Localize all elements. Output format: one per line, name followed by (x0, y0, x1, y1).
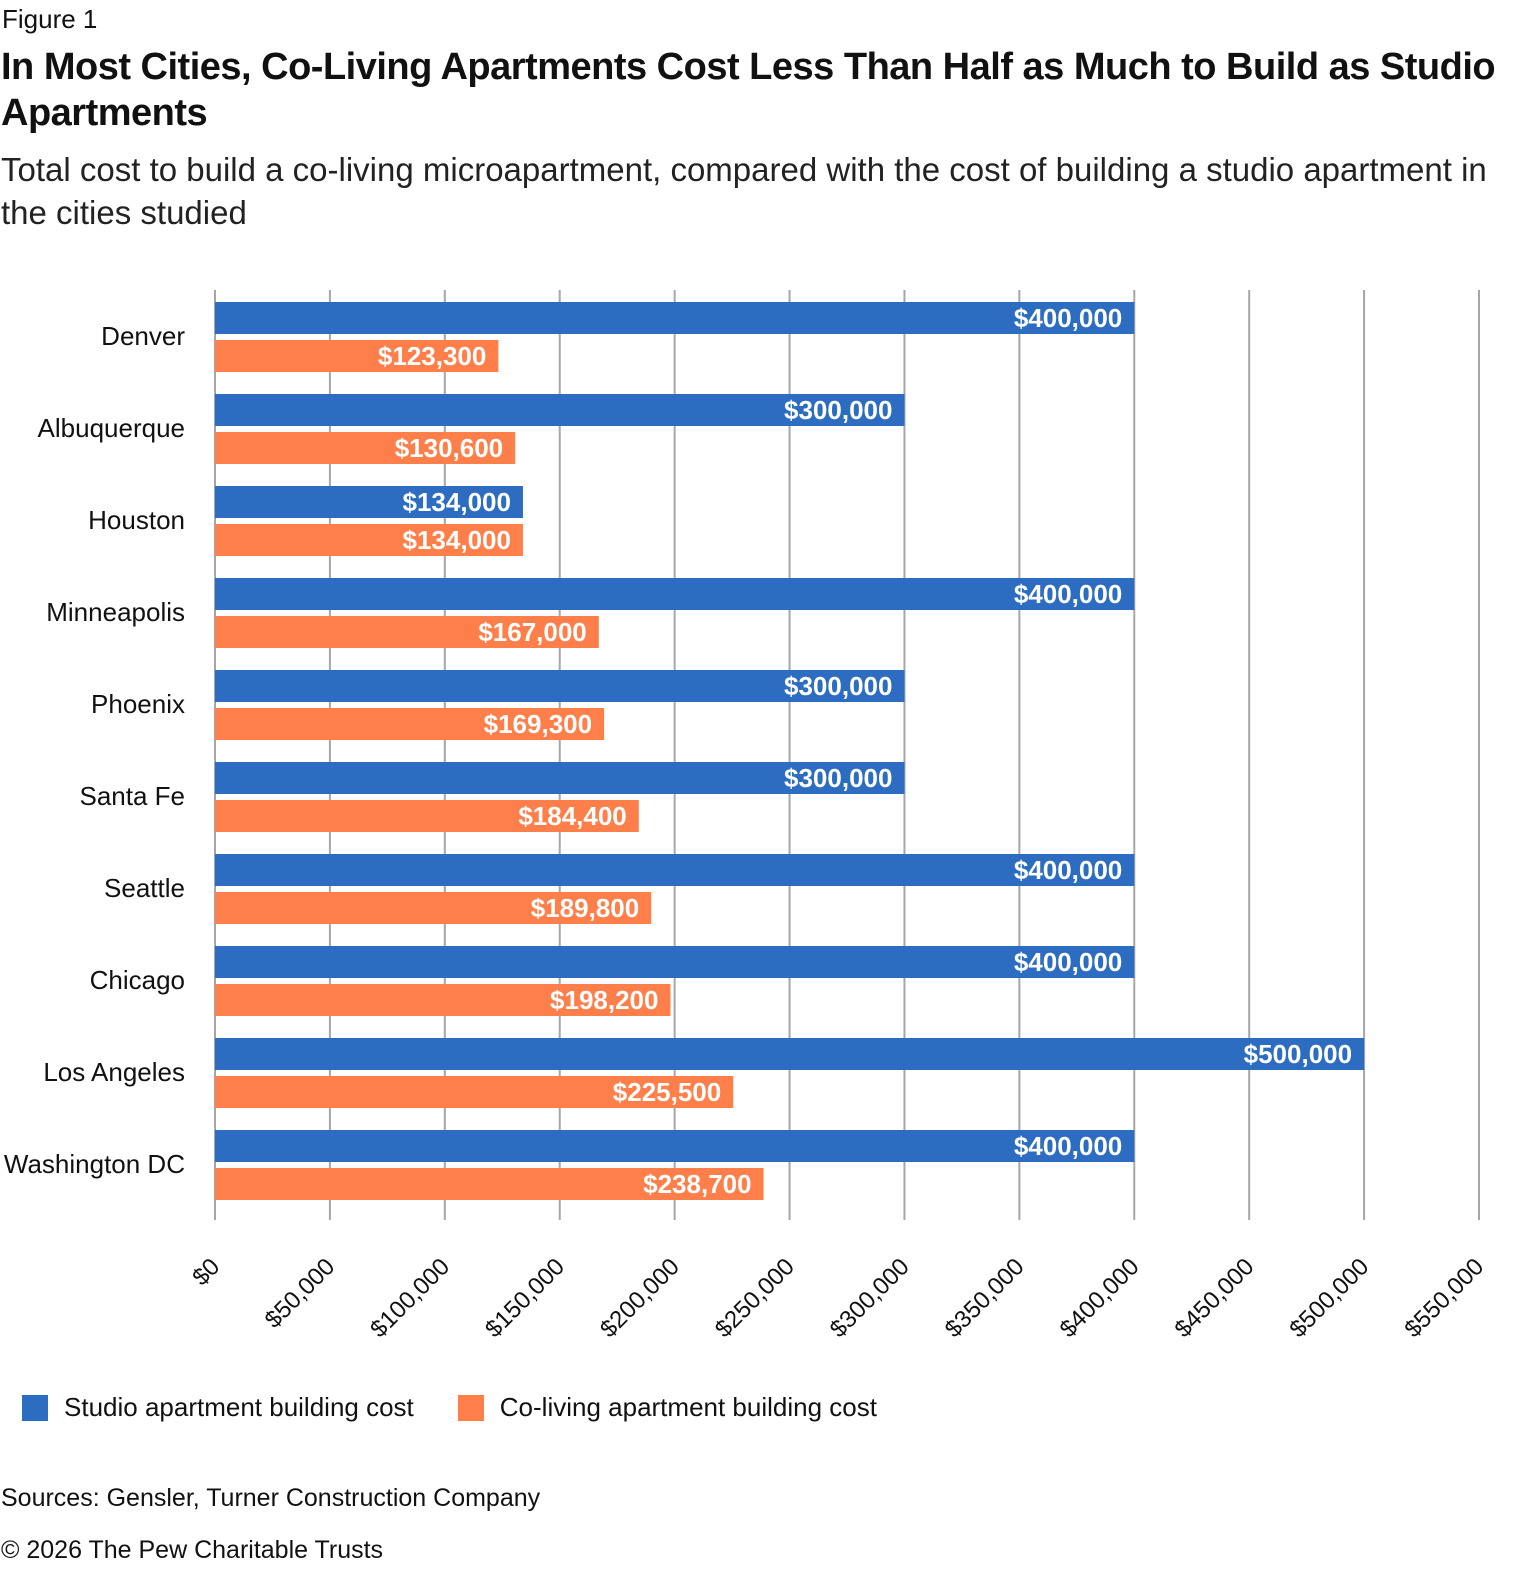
sources-note: Sources: Gensler, Turner Construction Co… (1, 1484, 541, 1512)
data-label: $184,400 (518, 801, 626, 831)
bar-chart: $400,000 $123,300 $300,000 $130,600 $134,000… (4, 290, 1489, 1343)
x-tick-label: $400,000 (1055, 1253, 1145, 1343)
category-label: Seattle (104, 873, 185, 903)
legend-swatch-studio (22, 1394, 48, 1421)
data-label: $400,000 (1014, 947, 1122, 977)
data-label: $300,000 (784, 763, 892, 793)
x-tick-label: $200,000 (595, 1253, 685, 1343)
category-label: Washington DC (4, 1149, 185, 1179)
data-label: $400,000 (1014, 1131, 1122, 1161)
data-label: $134,000 (403, 525, 511, 555)
category-label: Los Angeles (43, 1057, 185, 1087)
data-label: $123,300 (378, 341, 486, 371)
legend-label-studio: Studio apartment building cost (64, 1392, 414, 1422)
data-label: $167,000 (478, 617, 586, 647)
x-tick-label: $150,000 (480, 1253, 570, 1343)
bar-studio (215, 854, 1135, 886)
data-label: $238,700 (643, 1169, 751, 1199)
x-tick-label: $550,000 (1399, 1253, 1489, 1343)
legend: Studio apartment building cost Co-living… (22, 1392, 921, 1423)
x-tick-label: $450,000 (1170, 1253, 1260, 1343)
bars (215, 302, 1365, 1200)
legend-item-studio: Studio apartment building cost (22, 1392, 414, 1423)
bar-labels: $400,000 $123,300 $300,000 $130,600 $134,000… (378, 303, 1352, 1199)
bar-coliving (215, 800, 639, 832)
category-label: Denver (101, 321, 185, 351)
bar-coliving (215, 708, 605, 740)
bar-coliving (215, 340, 499, 372)
data-label: $400,000 (1014, 579, 1122, 609)
x-tick-label: $350,000 (940, 1253, 1030, 1343)
figure-label: Figure 1 (2, 4, 98, 34)
bar-studio (215, 486, 523, 518)
x-tick-label: $500,000 (1284, 1253, 1374, 1343)
bar-studio (215, 394, 905, 426)
legend-item-coliving: Co-living apartment building cost (457, 1392, 877, 1423)
chart-subtitle: Total cost to build a co-living microapa… (1, 151, 1487, 231)
bar-studio (215, 302, 1135, 334)
legend-swatch-coliving (457, 1394, 484, 1421)
category-label: Phoenix (91, 689, 185, 719)
x-tick-label: $100,000 (365, 1253, 455, 1343)
x-tick-label: $0 (187, 1253, 225, 1291)
bar-coliving (215, 616, 599, 648)
data-label: $400,000 (1014, 303, 1122, 333)
data-label: $400,000 (1014, 855, 1122, 885)
category-label: Santa Fe (79, 781, 185, 811)
category-label: Chicago (90, 965, 185, 995)
data-label: $130,600 (395, 433, 503, 463)
x-tick-label: $250,000 (710, 1253, 800, 1343)
data-label: $169,300 (484, 709, 592, 739)
data-label: $134,000 (403, 487, 511, 517)
legend-label-coliving: Co-living apartment building cost (499, 1392, 877, 1422)
bar-coliving (215, 984, 671, 1016)
category-label: Minneapolis (46, 597, 185, 627)
bar-studio (215, 670, 905, 702)
x-tick-labels: $0 $50,000 $100,000 $150,000 $200,000 $250,00… (187, 1253, 1489, 1343)
data-label: $300,000 (784, 395, 892, 425)
category-label: Houston (88, 505, 185, 535)
bar-studio (215, 1130, 1135, 1162)
category-labels: Denver Albuquerque Houston Minneapolis Phoen… (4, 321, 185, 1179)
bar-studio (215, 578, 1135, 610)
x-tick-label: $300,000 (825, 1253, 915, 1343)
data-label: $189,800 (531, 893, 639, 923)
x-tick-label: $50,000 (260, 1253, 340, 1333)
bar-coliving (215, 432, 516, 464)
data-label: $198,200 (550, 985, 658, 1015)
data-label: $300,000 (784, 671, 892, 701)
bar-studio (215, 762, 905, 794)
copyright-note: © 2026 The Pew Charitable Trusts (1, 1536, 384, 1564)
chart-title: In Most Cities, Co-Living Apartments Cos… (1, 46, 1496, 134)
bar-studio (215, 946, 1135, 978)
category-label: Albuquerque (38, 413, 185, 443)
bar-coliving (215, 1168, 764, 1200)
data-label: $225,500 (613, 1077, 721, 1107)
bar-coliving (215, 524, 523, 556)
bar-studio (215, 1038, 1365, 1070)
data-label: $500,000 (1244, 1039, 1352, 1069)
bar-coliving (215, 892, 652, 924)
bar-coliving (215, 1076, 734, 1108)
